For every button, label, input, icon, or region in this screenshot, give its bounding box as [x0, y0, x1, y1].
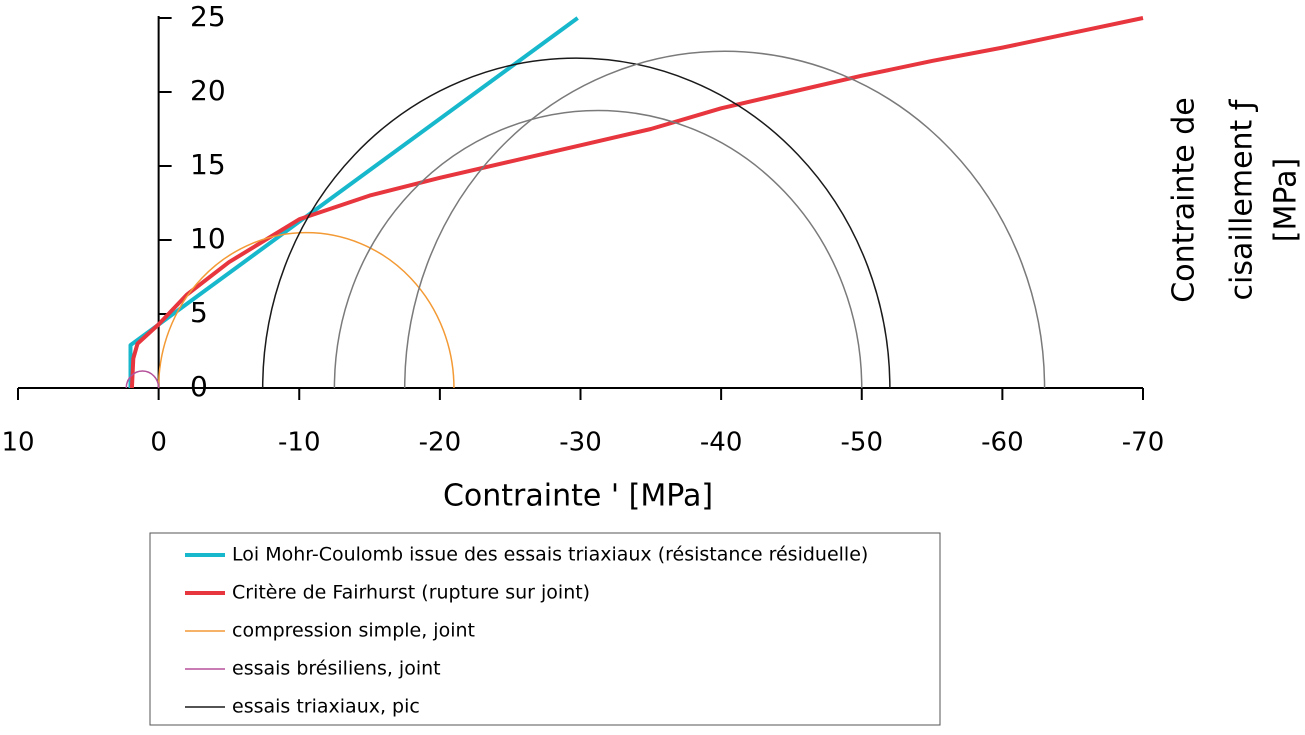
- x-tick-label: -60: [981, 428, 1023, 458]
- legend-label: compression simple, joint: [232, 620, 475, 642]
- y-tick-label: 20: [190, 74, 226, 107]
- legend-box: [149, 532, 941, 726]
- mohr-circle: [261, 57, 891, 389]
- x-tick-label: 10: [1, 428, 34, 458]
- x-tick-label: -70: [1122, 428, 1164, 458]
- mohr-circle: [125, 370, 160, 389]
- legend-label: essais brésiliens, joint: [232, 658, 441, 680]
- x-tick-label: -30: [559, 428, 601, 458]
- mohr-circle: [405, 51, 1045, 388]
- x-tick-label: -50: [841, 428, 883, 458]
- legend-label: Critère de Fairhurst (rupture sur joint): [232, 582, 590, 604]
- y-axis-title: Contrainte de: [1167, 97, 1202, 302]
- y-tick-label: 15: [190, 148, 226, 181]
- x-tick-label: -40: [700, 428, 742, 458]
- x-axis-title: Contrainte ' [MPa]: [443, 479, 713, 514]
- mohr-circle: [333, 109, 863, 389]
- mohr-circle: [157, 231, 455, 389]
- line: [128, 16, 579, 388]
- y-tick-label: 5: [190, 296, 208, 329]
- legend-label: essais triaxiaux, pic: [232, 696, 420, 718]
- y-axis-title: [MPa]: [1269, 158, 1304, 242]
- x-tick-label: -20: [419, 428, 461, 458]
- y-tick-label: 25: [190, 0, 226, 33]
- legend-label: Loi Mohr-Coulomb issue des essais triaxi…: [232, 544, 868, 566]
- y-axis-title: cisaillement ƒ: [1225, 98, 1260, 300]
- y-tick-label: 10: [190, 222, 226, 255]
- x-tick-label: 0: [150, 428, 167, 458]
- x-tick-label: -10: [278, 428, 320, 458]
- line: [129, 16, 1144, 389]
- y-tick-label: 0: [190, 370, 208, 403]
